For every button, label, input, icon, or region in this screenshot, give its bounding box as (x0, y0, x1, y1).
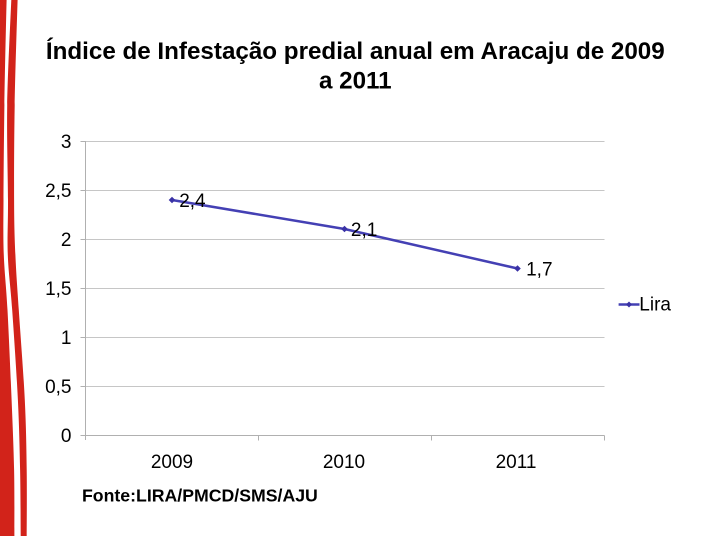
svg-text:1,7: 1,7 (526, 259, 552, 280)
svg-text:0: 0 (61, 426, 72, 447)
svg-text:a 2011: a 2011 (319, 68, 392, 95)
svg-text:2011: 2011 (496, 452, 537, 473)
svg-text:Índice de Infestação predial a: Índice de Infestação predial anual em Ar… (46, 37, 665, 65)
svg-text:1: 1 (61, 328, 72, 349)
svg-text:2,1: 2,1 (351, 220, 377, 241)
svg-text:0,5: 0,5 (45, 377, 71, 398)
svg-text:2010: 2010 (323, 452, 365, 473)
svg-text:2,4: 2,4 (179, 191, 206, 212)
svg-text:Lira: Lira (639, 294, 671, 315)
svg-text:1,5: 1,5 (45, 279, 71, 300)
svg-text:2,5: 2,5 (45, 181, 71, 202)
svg-text:2: 2 (61, 230, 72, 251)
svg-text:3: 3 (61, 132, 72, 153)
svg-text:2009: 2009 (151, 452, 193, 473)
svg-text:Fonte:LIRA/PMCD/SMS/AJU: Fonte:LIRA/PMCD/SMS/AJU (82, 486, 318, 506)
